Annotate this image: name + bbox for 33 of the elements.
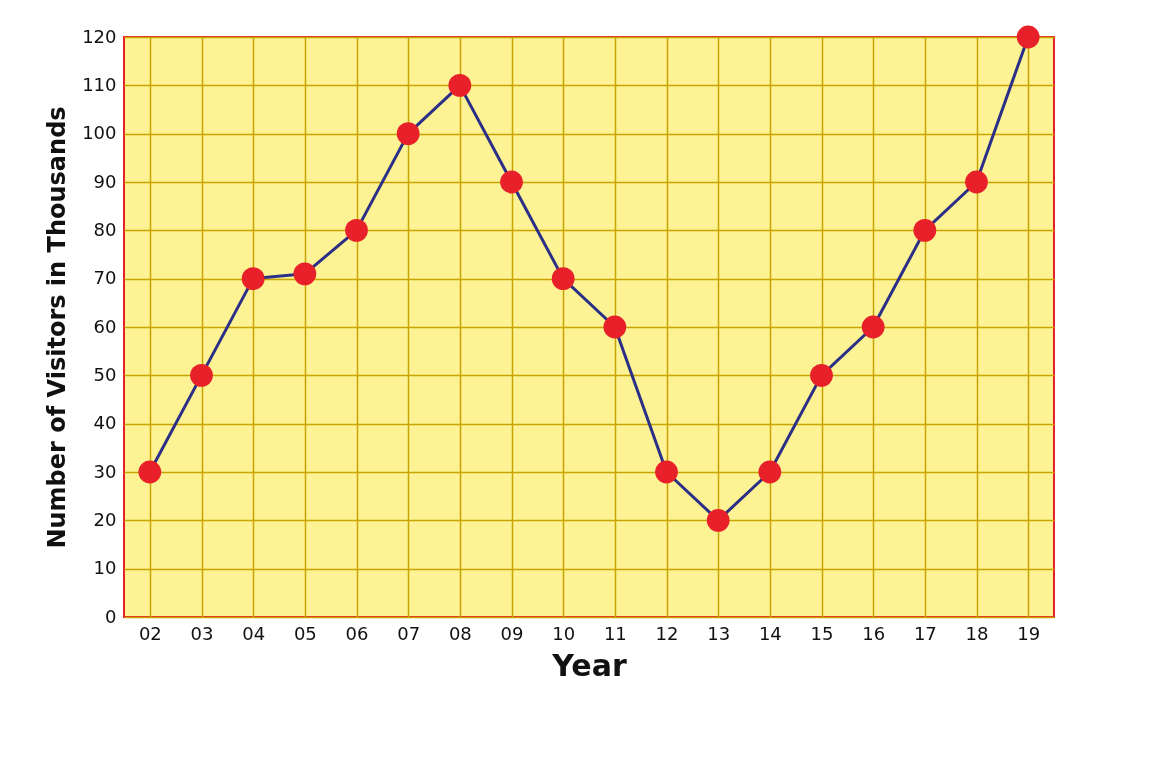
y-tick-label: 100 [82,122,117,144]
y-tick-label: 90 [93,170,117,192]
y-tick-label: 80 [93,218,117,240]
x-tick-label: 18 [965,622,989,644]
x-tick-label: 03 [190,622,214,644]
y-tick-label: 20 [93,508,117,530]
y-tick-label: 60 [93,315,117,337]
x-tick-label: 16 [862,622,886,644]
x-tick-label: 09 [500,622,524,644]
y-tick-label: 70 [93,267,117,289]
y-tick-label: 30 [93,460,117,482]
x-tick-label: 14 [758,622,782,644]
x-tick-label: 05 [293,622,317,644]
x-tick-label: 11 [603,622,627,644]
x-tick-label: 04 [242,622,266,644]
y-tick-label: 10 [93,557,117,579]
y-tick-label: 110 [82,73,117,95]
x-tick-label: 02 [138,622,162,644]
x-tick-label: 15 [810,622,834,644]
x-tick-label: 10 [552,622,576,644]
y-tick-label: 120 [82,25,117,47]
x-axis-title: Year [551,647,627,683]
x-tick-label: 07 [397,622,421,644]
x-tick-label: 13 [707,622,731,644]
x-tick-label: 08 [448,622,472,644]
y-tick-label: 40 [93,412,117,434]
x-tick-label: 17 [913,622,937,644]
y-axis-title: Number of Visitors in Thousands [43,106,72,549]
x-tick-label: 06 [345,622,369,644]
x-tick-label: 12 [655,622,679,644]
y-tick-label: 0 [105,605,117,627]
y-tick-label: 50 [93,363,117,385]
x-tick-label: 19 [1017,622,1041,644]
